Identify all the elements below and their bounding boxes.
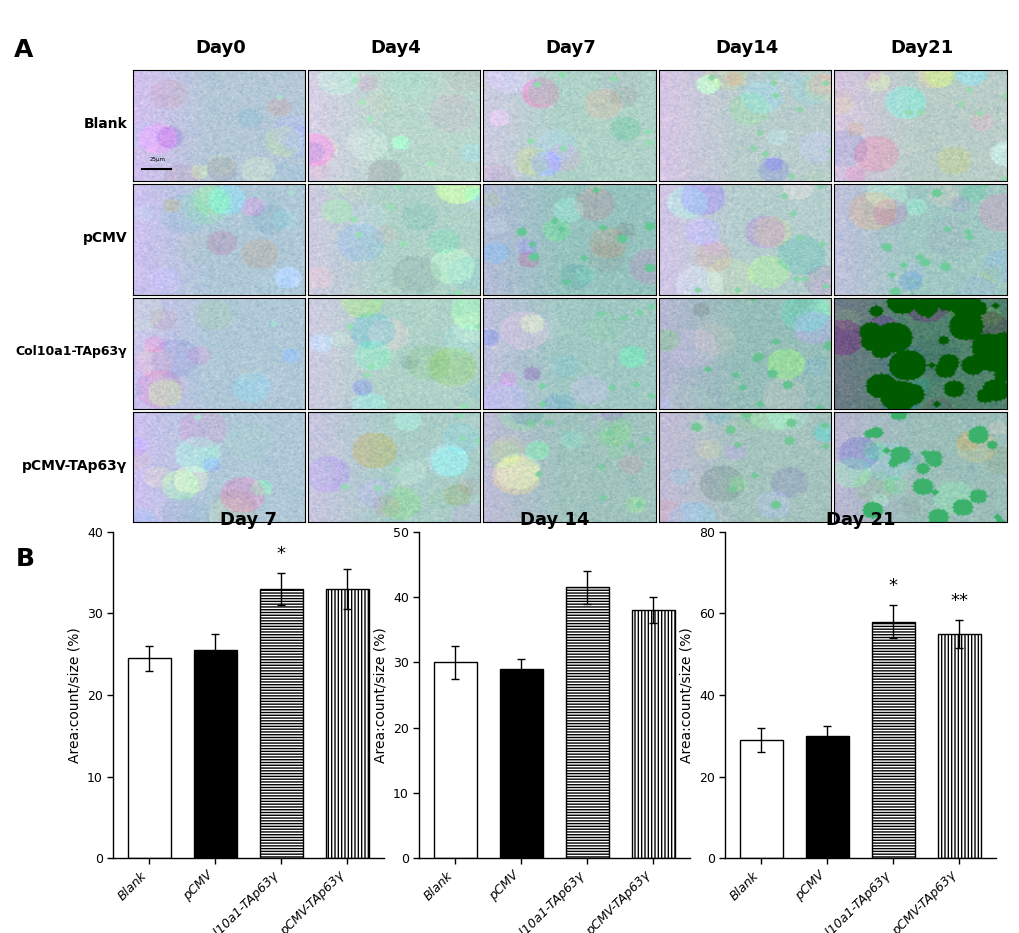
- Text: Day0: Day0: [195, 39, 246, 57]
- Text: Day7: Day7: [545, 39, 596, 57]
- Bar: [499, 669, 542, 858]
- Text: Day4: Day4: [370, 39, 421, 57]
- Y-axis label: Area:count/size (%): Area:count/size (%): [679, 627, 693, 763]
- Bar: [566, 588, 608, 858]
- Title: Day 7: Day 7: [220, 511, 276, 529]
- Text: Col10a1-TAp63γ: Col10a1-TAp63γ: [16, 345, 127, 358]
- Text: pCMV: pCMV: [83, 231, 127, 245]
- Text: *: *: [888, 578, 897, 595]
- Y-axis label: Area:count/size (%): Area:count/size (%): [373, 627, 387, 763]
- Bar: [936, 634, 979, 858]
- Bar: [260, 589, 303, 858]
- Bar: [740, 740, 783, 858]
- Text: A: A: [14, 38, 34, 63]
- Text: B: B: [15, 548, 35, 572]
- Bar: [631, 610, 674, 858]
- Bar: [194, 650, 236, 858]
- Bar: [128, 659, 171, 858]
- Text: **: **: [950, 592, 967, 610]
- Text: Day14: Day14: [714, 39, 777, 57]
- Title: Day 21: Day 21: [824, 511, 895, 529]
- Bar: [871, 621, 914, 858]
- Text: 25μm: 25μm: [150, 157, 165, 162]
- Bar: [325, 589, 368, 858]
- Bar: [434, 662, 477, 858]
- Text: *: *: [276, 545, 285, 563]
- Bar: [805, 736, 848, 858]
- Text: Blank: Blank: [84, 118, 127, 132]
- Text: pCMV-TAp63γ: pCMV-TAp63γ: [22, 459, 127, 473]
- Title: Day 14: Day 14: [519, 511, 589, 529]
- Y-axis label: Area:count/size (%): Area:count/size (%): [67, 627, 82, 763]
- Text: Day21: Day21: [890, 39, 953, 57]
